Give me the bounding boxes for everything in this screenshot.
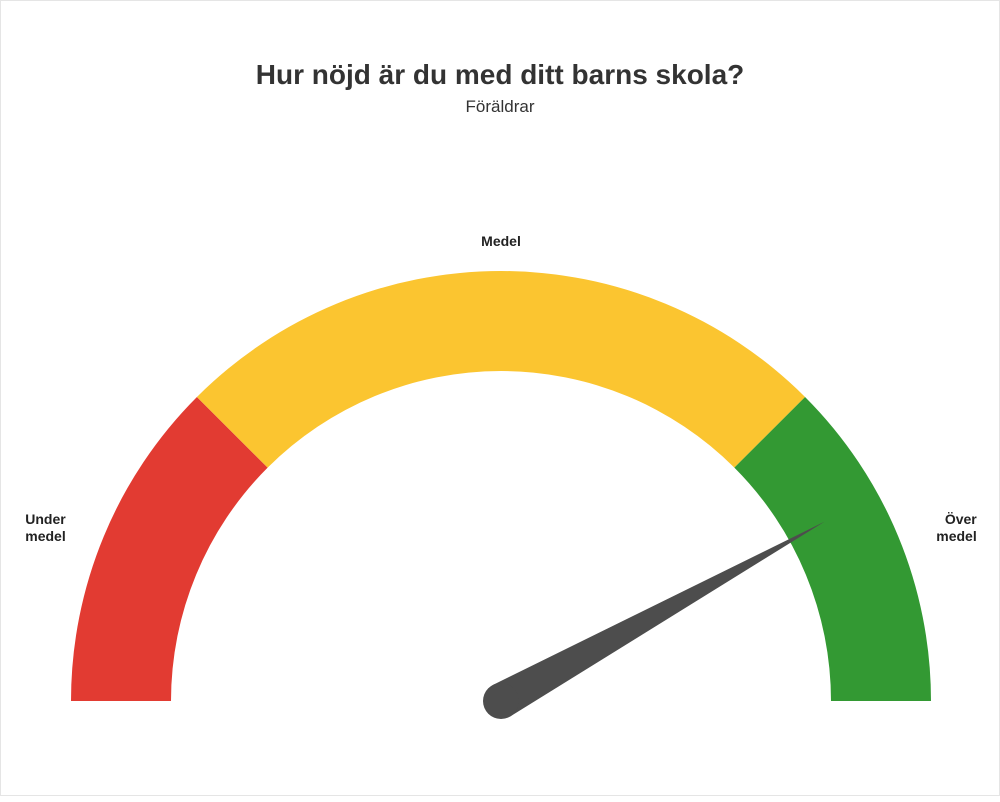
chart-frame: Hur nöjd är du med ditt barns skola? För… bbox=[0, 0, 1000, 796]
gauge-segment-2 bbox=[734, 397, 931, 701]
gauge-svg bbox=[1, 1, 1000, 797]
gauge-chart: Under medel Medel Över medel bbox=[1, 1, 1000, 797]
gauge-segment-label-2: Över medel bbox=[917, 511, 977, 546]
gauge-segment-0 bbox=[71, 397, 268, 701]
gauge-segment-1 bbox=[197, 271, 805, 468]
gauge-needle bbox=[492, 522, 824, 717]
gauge-segment-label-0: Under medel bbox=[25, 511, 85, 546]
gauge-segment-label-1: Medel bbox=[441, 233, 561, 251]
gauge-needle-hub bbox=[483, 683, 519, 719]
